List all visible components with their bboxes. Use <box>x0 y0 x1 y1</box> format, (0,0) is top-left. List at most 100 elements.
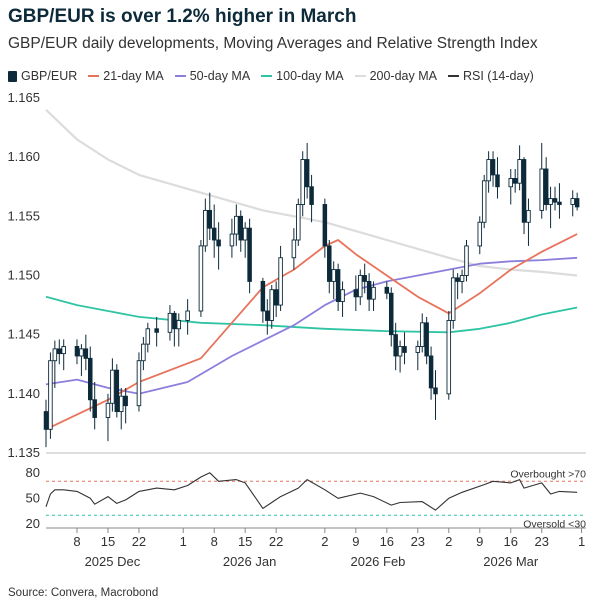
candle-body <box>521 159 527 223</box>
legend-label-ma100: 100-day MA <box>276 69 344 83</box>
x-tick-label: 23 <box>535 534 549 549</box>
candle-body <box>539 168 544 211</box>
candle-body <box>185 310 190 321</box>
x-month-label: 2026 Jan <box>223 554 277 569</box>
candle-body <box>424 322 429 357</box>
candle-body <box>428 355 434 389</box>
candle-body <box>477 221 483 247</box>
x-tick-label: 2 <box>445 534 452 549</box>
candle-body <box>269 289 274 321</box>
candle-body <box>552 198 558 203</box>
x-tick-label: 1 <box>578 534 585 549</box>
candle-body <box>136 360 142 407</box>
legend-item-ma200: 200-day MA <box>354 69 437 83</box>
candle-body <box>88 357 93 401</box>
x-tick-label: 22 <box>132 534 146 549</box>
rsi-tick-label: 50 <box>26 490 40 505</box>
candle-body <box>419 322 425 347</box>
y-tick-label: 1.140 <box>7 386 40 401</box>
rsi-tick-label: 80 <box>26 465 40 480</box>
candle-body <box>61 346 66 355</box>
x-tick-label: 9 <box>352 534 359 549</box>
candle-body <box>353 289 359 298</box>
candle-body <box>495 174 500 188</box>
candle-body <box>141 343 146 362</box>
legend-label-ma200: 200-day MA <box>369 69 437 83</box>
rsi-line <box>45 472 578 511</box>
candle-body <box>79 348 84 357</box>
candle-body <box>123 395 128 407</box>
candle-body <box>114 369 120 413</box>
candle-body <box>415 346 421 353</box>
x-tick-label: 8 <box>73 534 80 549</box>
candle-body <box>358 275 363 298</box>
candle-body <box>371 286 376 300</box>
candle-body <box>57 348 62 355</box>
line-swatch-icon <box>88 75 100 77</box>
candle-body <box>291 239 297 259</box>
candle-body <box>110 369 115 404</box>
candle-body <box>548 198 553 205</box>
candle-body <box>450 277 456 321</box>
candle-body <box>543 168 549 205</box>
candle-body <box>455 277 460 282</box>
candle-body <box>517 159 522 184</box>
legend-item-rsi: RSI (14-day) <box>447 69 534 83</box>
x-tick-label: 2 <box>321 534 328 549</box>
line-swatch-icon <box>261 75 273 77</box>
legend-label-ma50: 50-day MA <box>189 69 251 83</box>
y-tick-label: 1.150 <box>7 268 40 283</box>
legend-label-ma21: 21-day MA <box>103 69 164 83</box>
x-month-label: 2025 Dec <box>85 554 141 569</box>
candle-body <box>300 159 305 205</box>
x-tick-label: 1 <box>180 534 187 549</box>
candle-body <box>105 402 111 418</box>
candle-body <box>247 227 252 282</box>
y-tick-label: 1.135 <box>7 445 40 460</box>
candle-body <box>234 215 239 235</box>
chart-source: Source: Convera, Macrobond <box>8 587 159 599</box>
oversold-label: Oversold <30 <box>523 518 586 530</box>
ma21-line <box>45 233 578 431</box>
candle-body <box>362 275 367 282</box>
candle-icon <box>8 70 17 82</box>
candle-body <box>273 289 279 306</box>
x-month-label: 2026 Feb <box>350 554 405 569</box>
x-tick-label: 16 <box>380 534 394 549</box>
candle-body <box>154 328 159 333</box>
candle-body <box>481 180 487 223</box>
x-tick-label: 22 <box>269 534 283 549</box>
legend-label-gbpeur: GBP/EUR <box>21 69 78 83</box>
x-month-label: 2026 Mar <box>483 554 539 569</box>
candle-body <box>570 198 575 205</box>
legend-label-rsi: RSI (14-day) <box>462 69 534 83</box>
candle-body <box>486 159 491 182</box>
candle-body <box>490 159 496 176</box>
candle-body <box>331 269 336 282</box>
candle-body <box>278 257 283 306</box>
candle-body <box>459 275 465 282</box>
candle-body <box>238 215 244 241</box>
candle-body <box>309 186 314 205</box>
candle-body <box>512 178 518 184</box>
ma50-line <box>45 256 578 395</box>
x-tick-label: 16 <box>504 534 518 549</box>
y-tick-label: 1.160 <box>7 149 40 164</box>
x-tick-label: 15 <box>238 534 252 549</box>
candle-body <box>145 328 151 345</box>
rsi-tick-label: 20 <box>26 516 40 531</box>
candle-body <box>207 209 213 229</box>
candle-body <box>526 209 531 223</box>
candle-body <box>52 348 58 362</box>
candle-body <box>229 233 235 247</box>
line-swatch-icon <box>354 75 366 77</box>
candle-body <box>43 411 49 430</box>
candle-body <box>340 289 345 302</box>
candle-body <box>167 312 173 333</box>
candle-body <box>393 334 398 357</box>
x-tick-label: 15 <box>101 534 115 549</box>
line-swatch-icon <box>174 75 186 77</box>
candle-body <box>446 320 452 395</box>
